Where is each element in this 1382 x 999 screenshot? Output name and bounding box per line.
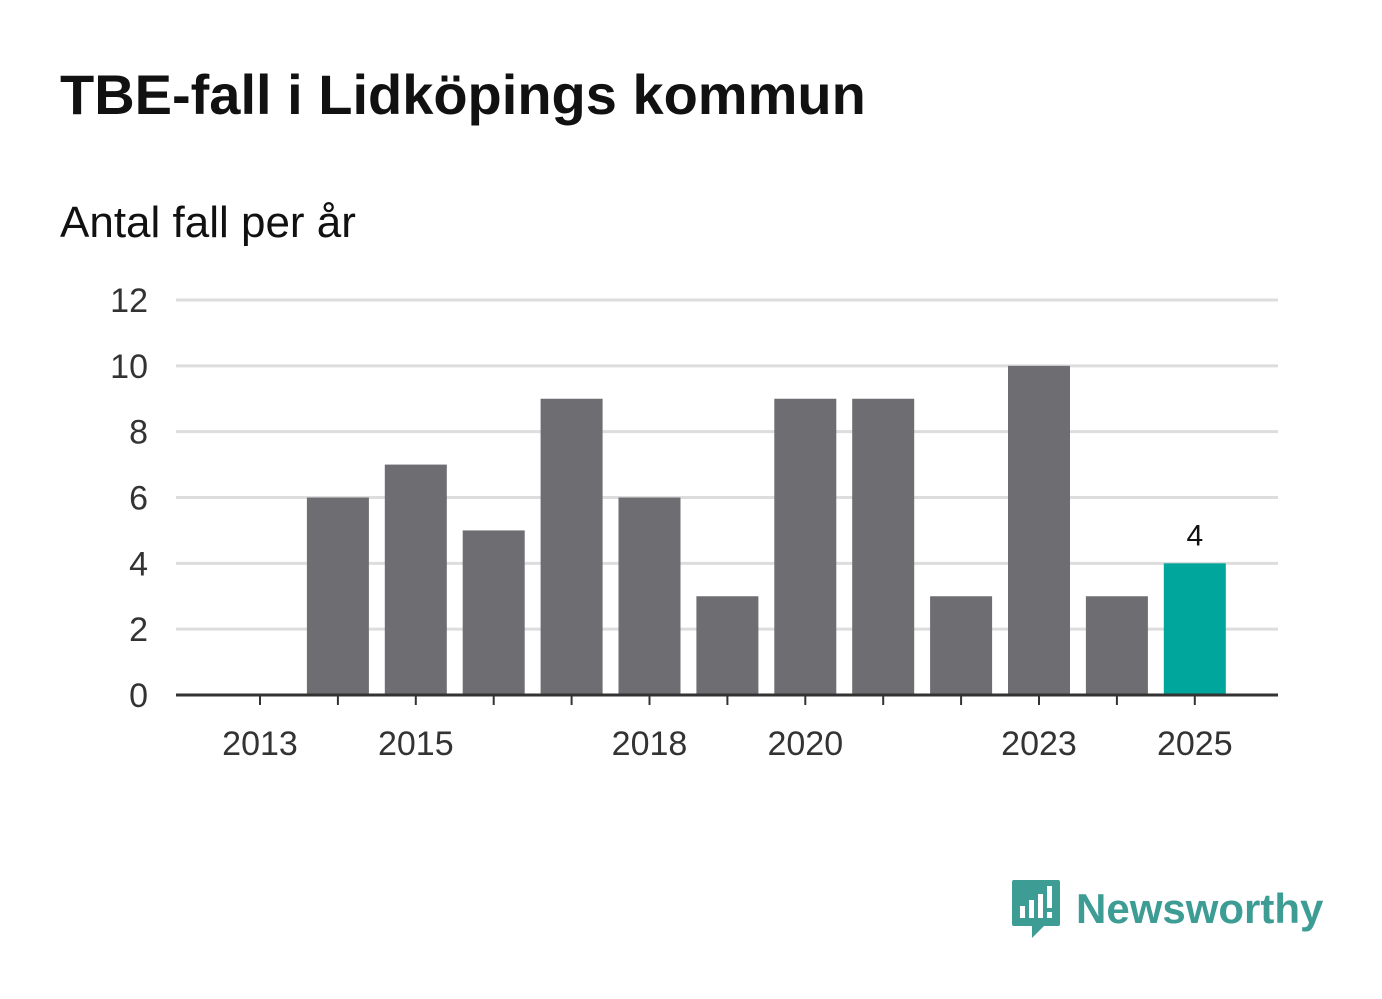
bar bbox=[774, 398, 837, 695]
bar bbox=[306, 497, 369, 695]
x-tick-label: 2013 bbox=[222, 725, 298, 763]
y-tick-label: 12 bbox=[110, 282, 148, 320]
bar bbox=[696, 596, 759, 695]
x-tick-label: 2025 bbox=[1157, 725, 1233, 763]
chart-title: TBE-fall i Lidköpings kommun bbox=[60, 63, 866, 126]
data-label: 4 bbox=[1186, 519, 1203, 552]
y-tick-label: 8 bbox=[129, 414, 148, 452]
y-tick-label: 0 bbox=[129, 677, 148, 715]
x-tick-label: 2020 bbox=[767, 725, 843, 763]
newsworthy-logo-icon bbox=[1012, 880, 1060, 938]
y-tick-label: 2 bbox=[129, 611, 148, 649]
bar bbox=[1085, 596, 1148, 695]
bar bbox=[1163, 563, 1226, 695]
x-tick-label: 2018 bbox=[612, 725, 688, 763]
y-tick-label: 6 bbox=[129, 480, 148, 518]
bar bbox=[930, 596, 993, 695]
x-tick-label: 2023 bbox=[1001, 725, 1077, 763]
y-tick-label: 4 bbox=[129, 545, 148, 583]
chart-subtitle: Antal fall per år bbox=[60, 198, 356, 247]
bar bbox=[540, 398, 603, 695]
bar bbox=[618, 497, 681, 695]
bar-chart: 0 2 4 6 8 10 12 2013 2015 2018 2020 2023 2025 4 bbox=[110, 282, 1278, 763]
y-tick-label: 10 bbox=[110, 348, 148, 386]
brand-logo: Newsworthy bbox=[1010, 878, 1323, 940]
x-tick-label: 2015 bbox=[378, 725, 454, 763]
brand-name: Newsworthy bbox=[1076, 885, 1324, 932]
bar bbox=[1008, 365, 1070, 695]
bar bbox=[384, 464, 447, 695]
bar bbox=[462, 530, 525, 695]
bar bbox=[852, 398, 915, 695]
